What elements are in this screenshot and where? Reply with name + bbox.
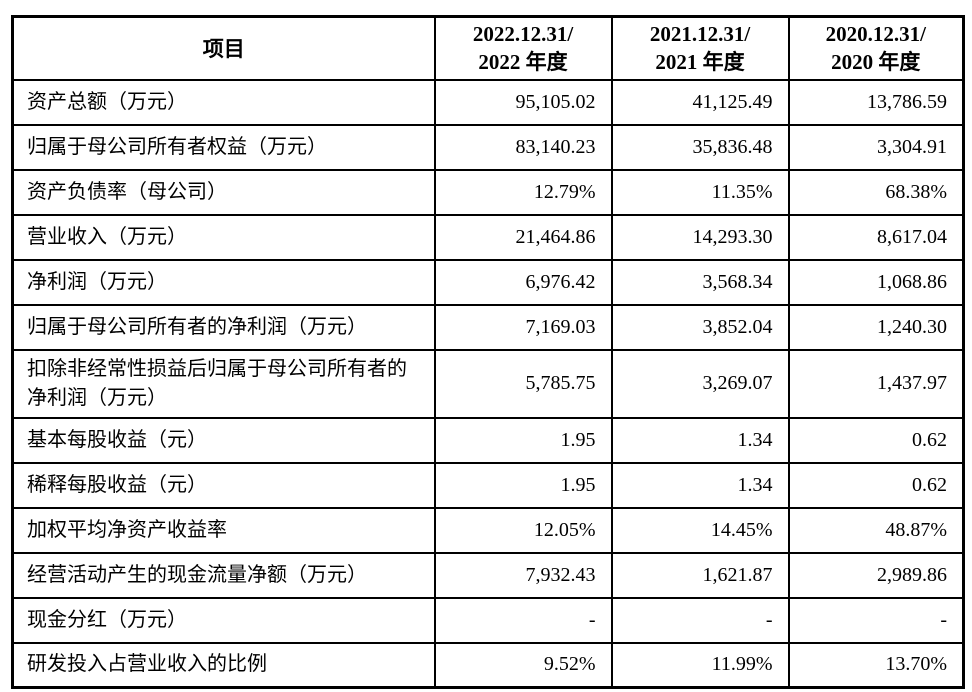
cell-value-2020: 8,617.04 (787, 213, 965, 261)
cell-value-2022: 7,932.43 (433, 551, 613, 599)
cell-value-2020: 0.62 (787, 461, 965, 509)
cell-value-2020: 2,989.86 (787, 551, 965, 599)
cell-value-2022: 1.95 (433, 461, 613, 509)
header-item: 项目 (11, 15, 436, 81)
cell-value-2020: 48.87% (787, 506, 965, 554)
header-2022: 2022.12.31/ 2022 年度 (433, 15, 613, 81)
cell-value-2020: 1,068.86 (787, 258, 965, 306)
cell-value-2021: 1.34 (610, 461, 790, 509)
cell-value-2022: 95,105.02 (433, 78, 613, 126)
cell-value-2021: 1,621.87 (610, 551, 790, 599)
cell-value-2020: 3,304.91 (787, 123, 965, 171)
header-2020-line2: 2020 年度 (831, 50, 921, 75)
row-weighted-roe: 加权平均净资产收益率 12.05% 14.45% 48.87% (11, 506, 965, 554)
cell-value-2022: 6,976.42 (433, 258, 613, 306)
table-header-row: 项目 2022.12.31/ 2022 年度 2021.12.31/ 2021 … (11, 15, 965, 81)
row-label: 归属于母公司所有者的净利润（万元） (11, 303, 436, 351)
cell-value-2021: 14,293.30 (610, 213, 790, 261)
header-2021-line1: 2021.12.31/ (649, 22, 751, 46)
row-label: 资产负债率（母公司） (11, 168, 436, 216)
header-2021: 2021.12.31/ 2021 年度 (610, 15, 790, 81)
row-cash-dividend: 现金分红（万元） - - - (11, 596, 965, 644)
row-label: 资产总额（万元） (11, 78, 436, 126)
row-debt-ratio: 资产负债率（母公司） 12.79% 11.35% 68.38% (11, 168, 965, 216)
row-label: 稀释每股收益（元） (11, 461, 436, 509)
row-operating-cash-flow: 经营活动产生的现金流量净额（万元） 7,932.43 1,621.87 2,98… (11, 551, 965, 599)
row-parent-net-profit: 归属于母公司所有者的净利润（万元） 7,169.03 3,852.04 1,24… (11, 303, 965, 351)
cell-value-2022: - (433, 596, 613, 644)
cell-value-2020: 13,786.59 (787, 78, 965, 126)
row-total-assets: 资产总额（万元） 95,105.02 41,125.49 13,786.59 (11, 78, 965, 126)
header-2021-line2: 2021 年度 (655, 50, 745, 75)
cell-value-2021: 1.34 (610, 416, 790, 464)
header-2020-line1: 2020.12.31/ (825, 22, 926, 46)
cell-value-2021: 3,269.07 (610, 348, 790, 419)
row-label: 净利润（万元） (11, 258, 436, 306)
row-label: 基本每股收益（元） (11, 416, 436, 464)
row-label: 加权平均净资产收益率 (11, 506, 436, 554)
row-rd-ratio: 研发投入占营业收入的比例 9.52% 11.99% 13.70% (11, 641, 965, 689)
row-label: 经营活动产生的现金流量净额（万元） (11, 551, 436, 599)
row-deducted-net-profit: 扣除非经常性损益后归属于母公司所有者的净利润（万元） 5,785.75 3,26… (11, 348, 965, 419)
cell-value-2021: 11.99% (610, 641, 790, 689)
header-2022-line2: 2022 年度 (478, 50, 568, 75)
cell-value-2020: 1,240.30 (787, 303, 965, 351)
cell-value-2022: 83,140.23 (433, 123, 613, 171)
cell-value-2021: 41,125.49 (610, 78, 790, 126)
cell-value-2022: 5,785.75 (433, 348, 613, 419)
cell-value-2021: 3,852.04 (610, 303, 790, 351)
row-label: 营业收入（万元） (11, 213, 436, 261)
cell-value-2022: 12.79% (433, 168, 613, 216)
row-parent-equity: 归属于母公司所有者权益（万元） 83,140.23 35,836.48 3,30… (11, 123, 965, 171)
cell-value-2021: 14.45% (610, 506, 790, 554)
cell-value-2022: 1.95 (433, 416, 613, 464)
header-2022-line1: 2022.12.31/ (472, 22, 574, 46)
cell-value-2020: 13.70% (787, 641, 965, 689)
row-revenue: 营业收入（万元） 21,464.86 14,293.30 8,617.04 (11, 213, 965, 261)
row-label: 归属于母公司所有者权益（万元） (11, 123, 436, 171)
cell-value-2022: 21,464.86 (433, 213, 613, 261)
cell-value-2022: 7,169.03 (433, 303, 613, 351)
financial-summary-table: 项目 2022.12.31/ 2022 年度 2021.12.31/ 2021 … (11, 15, 965, 690)
row-basic-eps: 基本每股收益（元） 1.95 1.34 0.62 (11, 416, 965, 464)
cell-value-2021: - (610, 596, 790, 644)
header-2020: 2020.12.31/ 2020 年度 (787, 15, 965, 81)
row-label: 扣除非经常性损益后归属于母公司所有者的净利润（万元） (11, 348, 436, 419)
row-label: 研发投入占营业收入的比例 (11, 641, 436, 689)
cell-value-2021: 3,568.34 (610, 258, 790, 306)
row-label: 现金分红（万元） (11, 596, 436, 644)
cell-value-2022: 12.05% (433, 506, 613, 554)
row-diluted-eps: 稀释每股收益（元） 1.95 1.34 0.62 (11, 461, 965, 509)
cell-value-2022: 9.52% (433, 641, 613, 689)
financial-summary-table-container: 项目 2022.12.31/ 2022 年度 2021.12.31/ 2021 … (11, 15, 965, 690)
cell-value-2020: 1,437.97 (787, 348, 965, 419)
cell-value-2021: 11.35% (610, 168, 790, 216)
cell-value-2020: 0.62 (787, 416, 965, 464)
cell-value-2021: 35,836.48 (610, 123, 790, 171)
cell-value-2020: - (787, 596, 965, 644)
row-net-profit: 净利润（万元） 6,976.42 3,568.34 1,068.86 (11, 258, 965, 306)
cell-value-2020: 68.38% (787, 168, 965, 216)
